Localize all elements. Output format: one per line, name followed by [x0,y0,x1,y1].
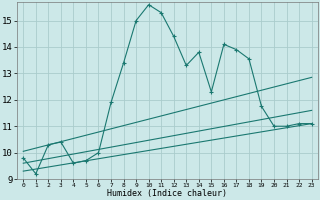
X-axis label: Humidex (Indice chaleur): Humidex (Indice chaleur) [108,189,228,198]
